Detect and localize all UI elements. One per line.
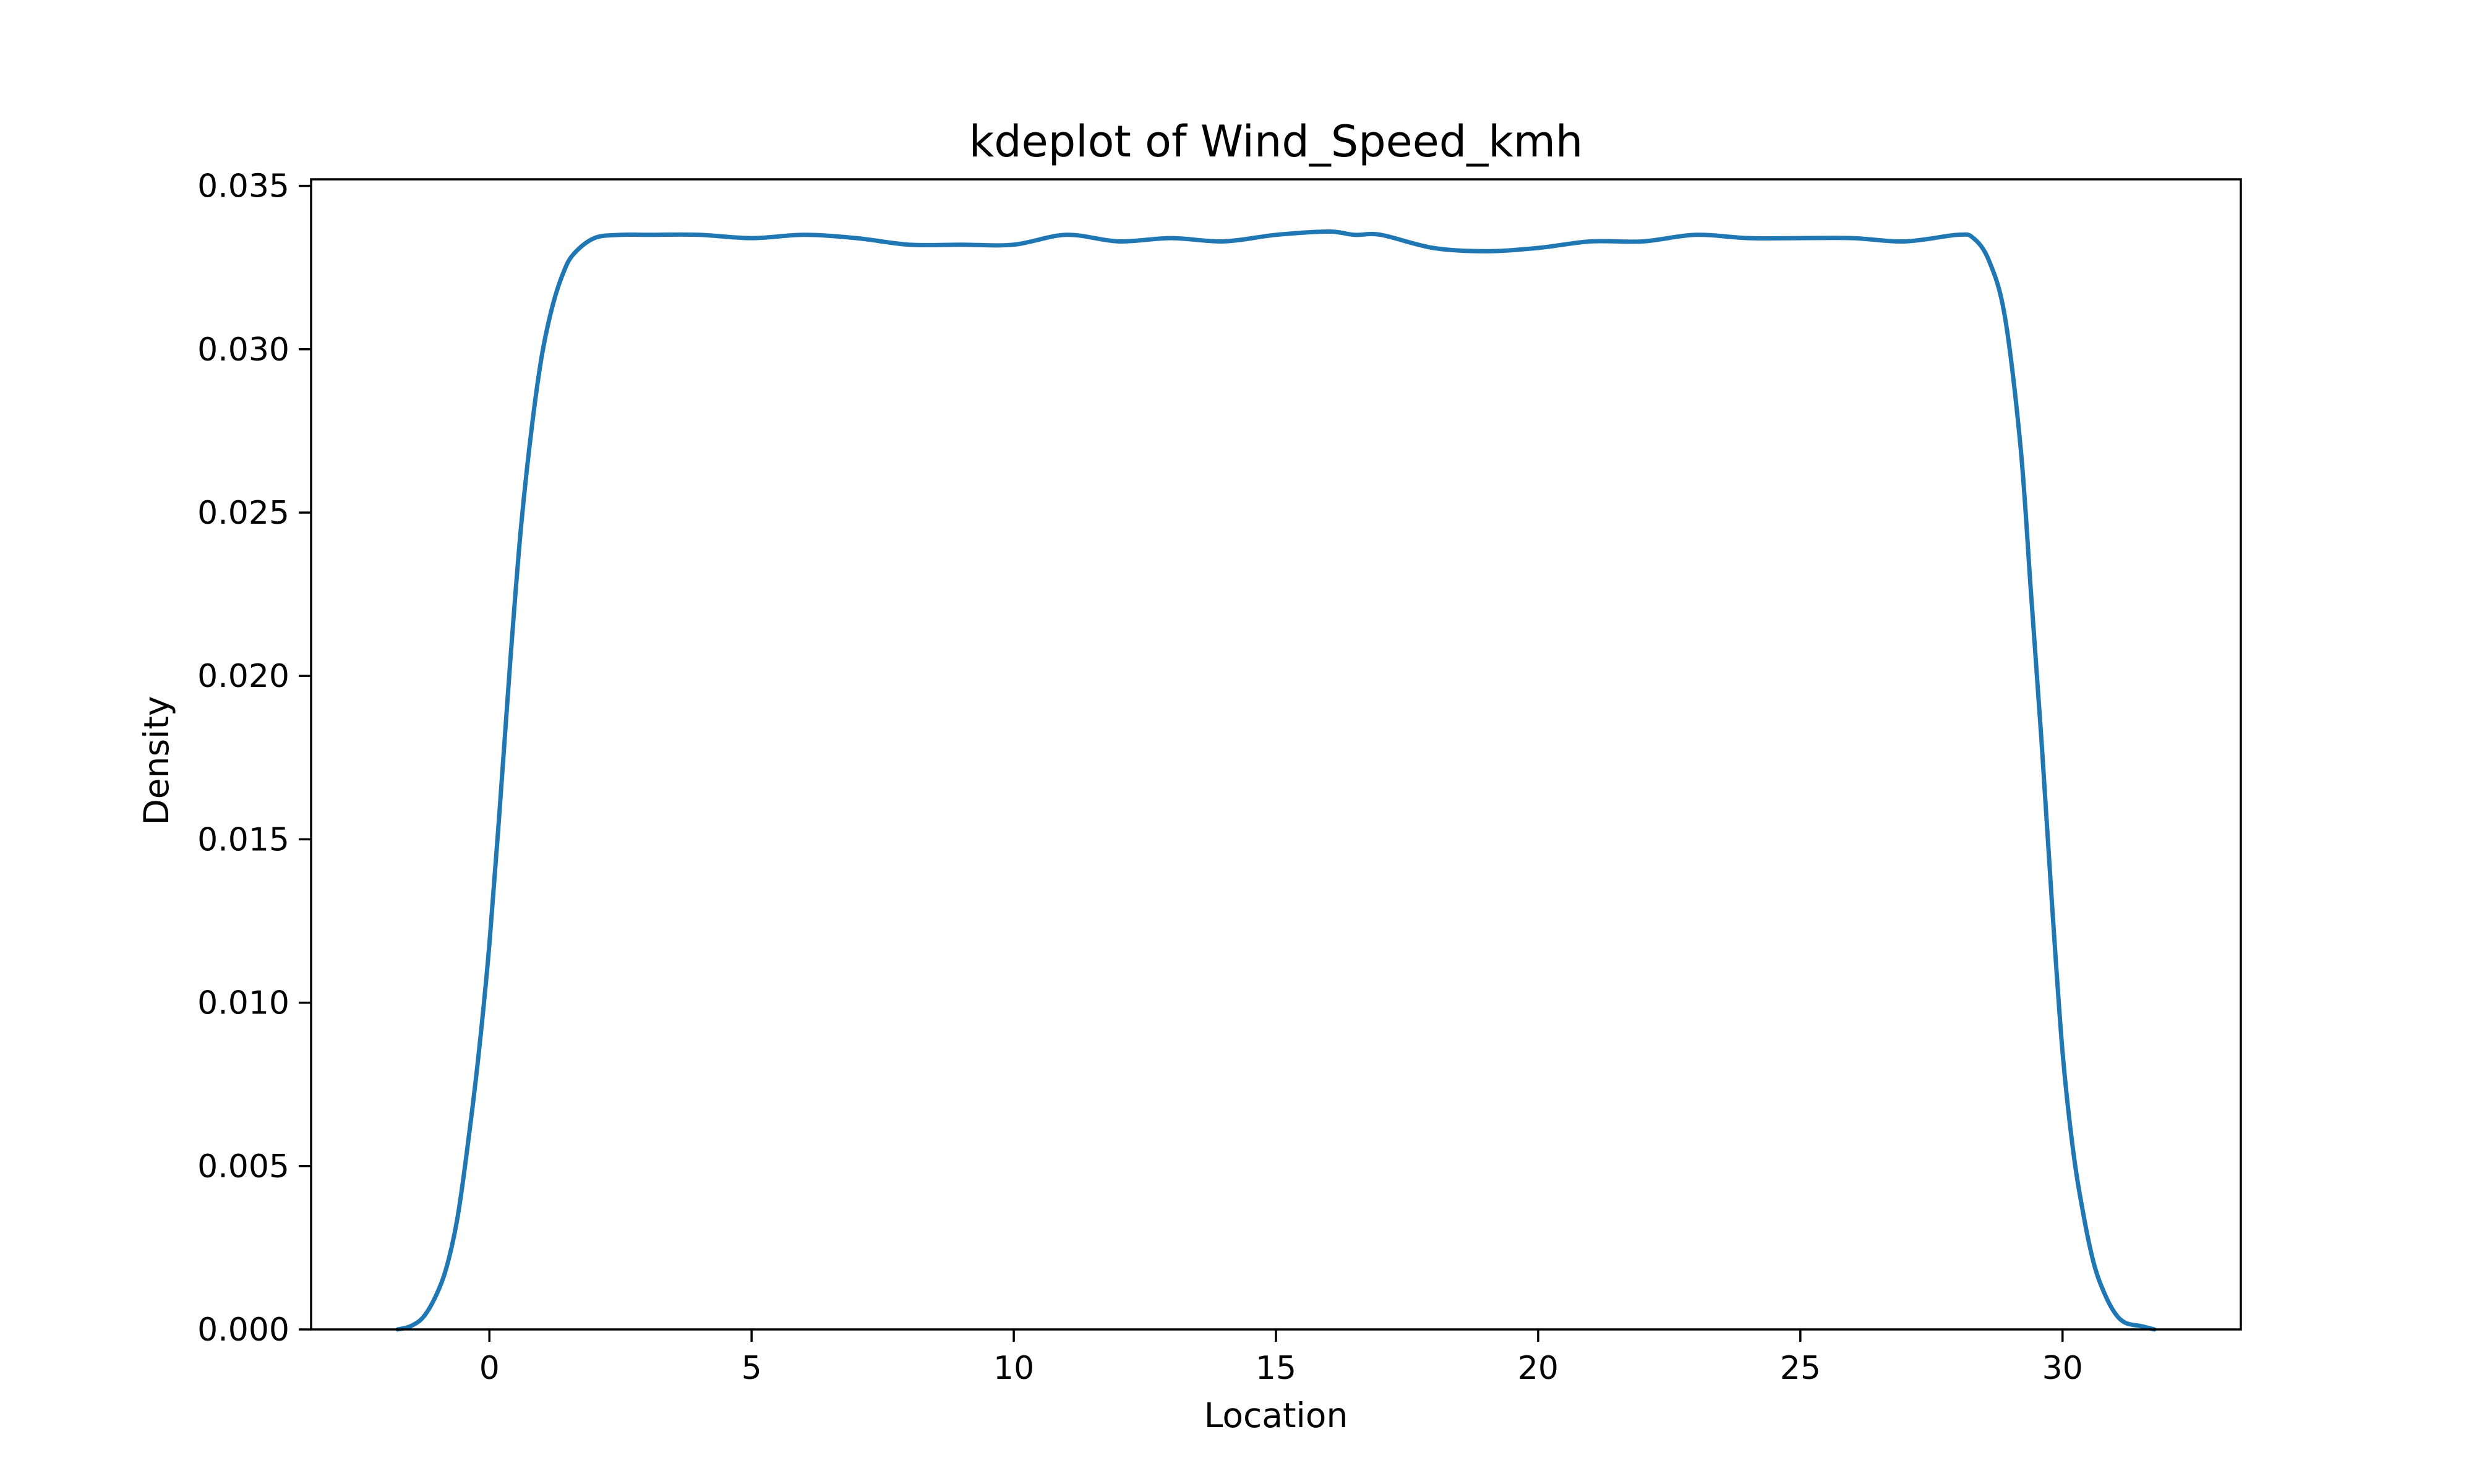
y-axis-label: Density	[137, 696, 176, 825]
x-axis-label: Location	[1204, 1396, 1348, 1435]
y-tick-label: 0.005	[197, 1148, 289, 1185]
y-tick-label: 0.020	[197, 658, 289, 695]
plot-area-frame	[310, 178, 2242, 1331]
x-tick-label: 30	[2042, 1350, 2083, 1387]
x-tick-label: 20	[1518, 1350, 1559, 1387]
x-tick-label: 0	[479, 1350, 500, 1387]
chart-title: kdeplot of Wind_Speed_kmh	[969, 116, 1583, 167]
x-tick-label: 5	[742, 1350, 762, 1387]
x-tick-label: 15	[1256, 1350, 1296, 1387]
x-tick-label: 25	[1780, 1350, 1821, 1387]
y-tick-label: 0.010	[197, 985, 289, 1022]
y-tick-label: 0.035	[197, 168, 289, 205]
y-tick-label: 0.025	[197, 495, 289, 532]
x-axis-ticks: 0 5 10 15 20 25 30	[479, 1329, 2083, 1387]
y-tick-label: 0.015	[197, 821, 289, 858]
y-axis-ticks: 0.000 0.005 0.010 0.015 0.020 0.025 0.030 0.035	[197, 168, 311, 1349]
y-tick-label: 0.030	[197, 331, 289, 369]
x-tick-label: 10	[993, 1350, 1034, 1387]
density-curve	[395, 229, 2157, 1332]
y-tick-label: 0.000	[197, 1311, 289, 1349]
